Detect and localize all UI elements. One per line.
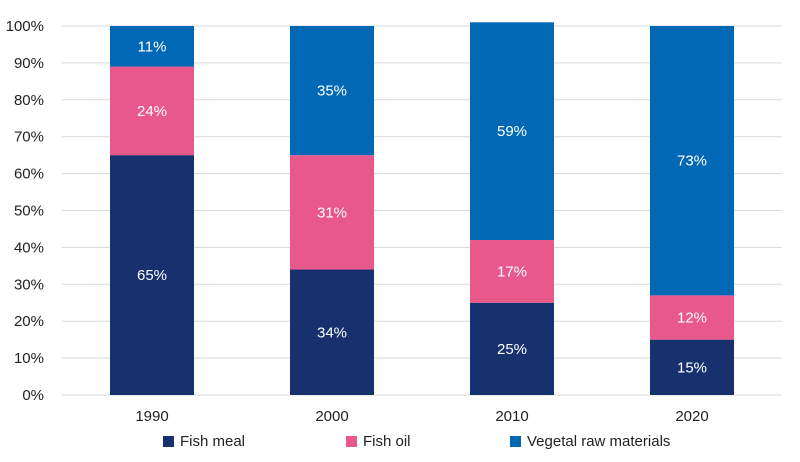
bar-fish-oil-2020 — [650, 295, 734, 340]
data-label-fish-oil-1990: 24% — [137, 103, 167, 120]
y-tick-label: 50% — [14, 203, 44, 220]
y-tick-label: 90% — [14, 55, 44, 72]
data-label-fish-meal-2020: 15% — [677, 359, 707, 376]
data-label-fish-meal-1990: 65% — [137, 267, 167, 284]
data-label-fish-oil-2010: 17% — [497, 263, 527, 280]
y-tick-label: 20% — [14, 313, 44, 330]
bar-fish-oil-2000 — [290, 155, 374, 270]
legend-swatch — [163, 436, 174, 447]
y-tick-label: 100% — [6, 18, 44, 35]
legend-label: Vegetal raw materials — [527, 433, 670, 450]
data-label-fish-oil-2020: 12% — [677, 310, 707, 327]
bar-vegetal-raw-materials-2000 — [290, 26, 374, 156]
x-tick-label: 1990 — [135, 408, 168, 425]
data-label-fish-oil-2000: 31% — [317, 204, 347, 221]
data-label-vegetal-raw-materials-2010: 59% — [497, 123, 527, 140]
y-tick-label: 70% — [14, 129, 44, 146]
bar-fish-meal-1990 — [110, 155, 194, 395]
legend-label: Fish meal — [180, 433, 245, 450]
y-tick-label: 60% — [14, 166, 44, 183]
data-label-fish-meal-2010: 25% — [497, 341, 527, 358]
bar-vegetal-raw-materials-1990 — [110, 26, 194, 67]
bar-fish-meal-2010 — [470, 302, 554, 395]
data-labels: 65% 24% 11% 34% 31% 35% 25% 17% 59% 15% 12% 73% — [137, 38, 707, 376]
data-label-vegetal-raw-materials-2000: 35% — [317, 83, 347, 100]
x-tick-label: 2010 — [495, 408, 528, 425]
y-tick-label: 30% — [14, 276, 44, 293]
y-axis-ticks: 0% 10% 20% 30% 40% 50% 60% 70% 80% 90% 100% — [6, 18, 44, 404]
bar-fish-oil-2010 — [470, 240, 554, 303]
y-tick-label: 80% — [14, 92, 44, 109]
x-tick-label: 2000 — [315, 408, 348, 425]
legend-swatch — [346, 436, 357, 447]
data-label-vegetal-raw-materials-2020: 73% — [677, 153, 707, 170]
bars — [110, 22, 734, 395]
x-tick-label: 2020 — [675, 408, 708, 425]
bar-vegetal-raw-materials-2020 — [650, 26, 734, 296]
bar-vegetal-raw-materials-2010 — [470, 22, 554, 241]
legend: Fish meal Fish oil Vegetal raw materials — [163, 433, 670, 450]
bar-fish-oil-1990 — [110, 66, 194, 156]
bar-fish-meal-2000 — [290, 269, 374, 395]
legend-label: Fish oil — [363, 433, 411, 450]
y-tick-label: 10% — [14, 350, 44, 367]
legend-swatch — [510, 436, 521, 447]
y-tick-label: 40% — [14, 239, 44, 256]
data-label-vegetal-raw-materials-1990: 11% — [138, 38, 167, 55]
data-label-fish-meal-2000: 34% — [317, 324, 347, 341]
x-axis-ticks: 1990 2000 2010 2020 — [135, 408, 708, 425]
bar-fish-meal-2020 — [650, 339, 734, 395]
y-tick-label: 0% — [22, 387, 44, 404]
